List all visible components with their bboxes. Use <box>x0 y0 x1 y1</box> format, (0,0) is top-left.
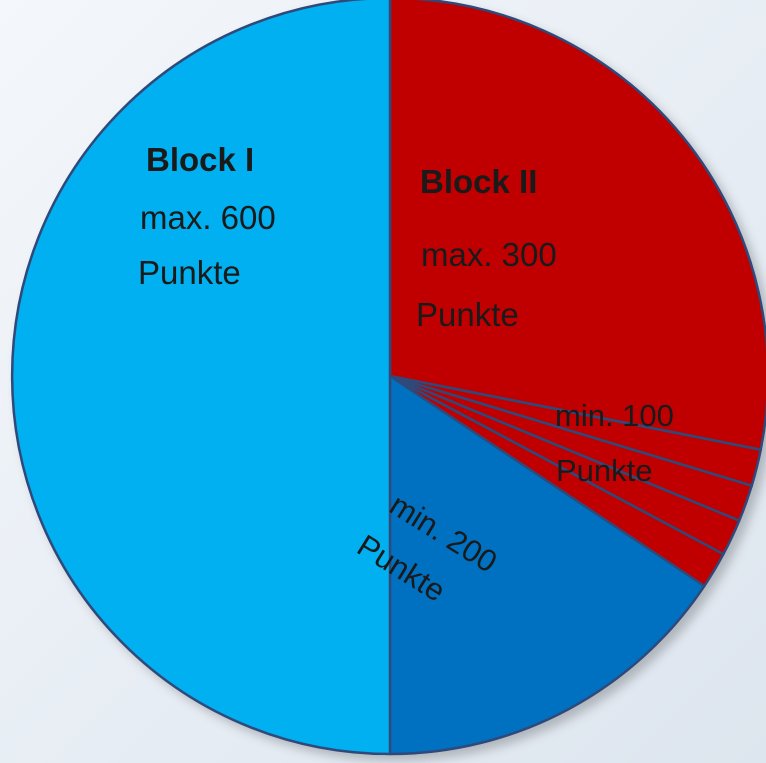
pie-slice-block-2-max <box>388 0 766 451</box>
block2-max-label: max. 300 <box>421 236 557 273</box>
block1-unit-label: Punkte <box>138 254 241 291</box>
block1-title-label: Block I <box>146 141 254 178</box>
block1-max-label: max. 600 <box>140 199 276 236</box>
pie-slices <box>10 0 766 756</box>
block2-min-unit-label: Punkte <box>556 453 653 488</box>
block2-title-label: Block II <box>420 163 537 200</box>
block2-min-label: min. 100 <box>555 398 674 433</box>
block2-unit-label: Punkte <box>416 296 519 333</box>
pie-slice-block-1-min <box>388 374 706 756</box>
pie-slice-block-1-max <box>10 0 392 756</box>
